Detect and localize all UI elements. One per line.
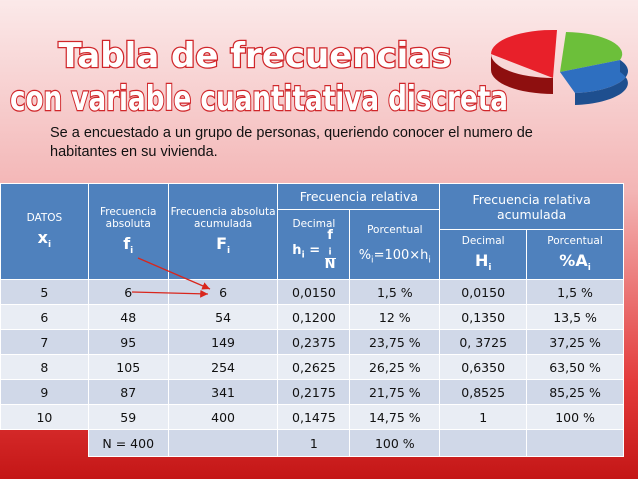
symbol: =100×h [373,247,429,263]
cell: 10 [0,404,89,430]
cell: 100 % [349,429,441,457]
cell: 1 [439,404,528,430]
cell: 12 % [349,304,441,330]
symbol-sub: i [428,255,431,266]
symbol-sub: i [301,250,305,261]
header-label: Frecuencia absoluta [99,206,157,231]
header-label: Decimal [292,217,336,230]
empty-cell [167,429,279,457]
header-cell: Decimal Hi [439,229,528,280]
frequency-table: DATOS xi Frecuencia absoluta fi Frecuencia… [0,183,624,457]
cell: 14,75 % [349,404,441,430]
symbol: F [216,234,227,254]
symbol-sub: i [227,246,231,257]
cell: 0,1475 [277,404,351,430]
header-label: Porcentual [367,223,423,236]
cell: 149 [167,329,279,355]
header-cell: DATOS xi [0,183,89,280]
cell: 6 [167,279,279,305]
cell: 13,5 % [526,304,624,330]
header-label: Porcentual [547,235,603,248]
cell: 0,6350 [439,354,528,380]
symbol: % [358,247,372,263]
symbol: f [327,227,333,243]
cell: 1 [277,429,351,457]
table-row: 9 87 341 0,2175 21,75 % 0,8525 85,25 % [0,379,624,405]
header-cell: Porcentual %i=100×hi [349,209,441,280]
empty-cell [526,429,624,457]
header-cell: Porcentual %Ai [526,229,624,280]
cell: 21,75 % [349,379,441,405]
symbol: = [309,243,321,258]
cell: 341 [167,379,279,405]
empty-cell [1,430,89,457]
symbol: N [324,257,336,273]
header-label: Frecuencia absoluta acumulada [170,206,276,231]
table-body: 5 6 6 0,0150 1,5 % 0,0150 1,5 % 6 48 54 0,1200 12 %… [0,279,624,430]
symbol-sub: i [587,263,591,274]
symbol-sub: i [130,246,134,257]
header-group: Frecuencia relativa [277,183,441,210]
title-line: Tabla de frecuencias [59,36,452,76]
empty-cell [439,429,528,457]
cell: 9 [0,379,89,405]
symbol-sub: i [328,247,332,258]
cell: 1,5 % [349,279,441,305]
cell: 8 [0,354,89,380]
table-row: 10 59 400 0,1475 14,75 % 1 100 % [0,404,624,430]
cell: 59 [87,404,169,430]
cell: 0, 3725 [439,329,528,355]
cell: 105 [87,354,169,380]
pie-icon [490,29,628,105]
symbol-sub: i [48,240,52,251]
cell: 26,25 % [349,354,441,380]
cell: 87 [87,379,169,405]
symbol: x [37,228,48,248]
cell: 7 [0,329,89,355]
cell: 6 [0,304,89,330]
symbol: f [123,234,131,254]
cell: 6 [87,279,169,305]
header-group: Frecuencia relativa acumulada [439,183,624,230]
cell: 254 [167,354,279,380]
cell: 0,8525 [439,379,528,405]
cell: 0,0150 [277,279,351,305]
table-row: 7 95 149 0,2375 23,75 % 0, 3725 37,25 % [0,329,624,355]
symbol: H [474,251,489,271]
symbol-sub: i [488,263,492,274]
cell: 54 [167,304,279,330]
intro-text: Se a encuestado a un grupo de personas, … [50,125,533,160]
cell: 0,1200 [277,304,351,330]
cell: 37,25 % [526,329,624,355]
cell: 0,2625 [277,354,351,380]
table-row: 8 105 254 0,2625 26,25 % 0,6350 63,50 % [0,354,624,380]
cell: N = 400 [87,429,169,457]
cell: 5 [0,279,89,305]
cell: 23,75 % [349,329,441,355]
header-cell: Frecuencia absoluta fi [87,183,169,280]
cell: 100 % [526,404,624,430]
title-line: con variable cuantitativa discreta [10,79,508,119]
symbol: %A [559,251,588,271]
cell: 0,2175 [277,379,351,405]
cell: 0,1350 [439,304,528,330]
symbol: h [292,243,302,258]
header-cell: Frecuencia absoluta acumulada Fi [167,183,279,280]
cell: 0,2375 [277,329,351,355]
header-label: Decimal [461,235,505,248]
cell: 95 [87,329,169,355]
cell: 63,50 % [526,354,624,380]
table-row: 6 48 54 0,1200 12 % 0,1350 13,5 % [0,304,624,330]
table-row: 5 6 6 0,0150 1,5 % 0,0150 1,5 % [0,279,624,305]
cell: 400 [167,404,279,430]
cell: 85,25 % [526,379,624,405]
header-label: DATOS [26,212,63,225]
symbol-sub: i [371,255,374,266]
cell: 48 [87,304,169,330]
cell: 0,0150 [439,279,528,305]
cell: 1,5 % [526,279,624,305]
